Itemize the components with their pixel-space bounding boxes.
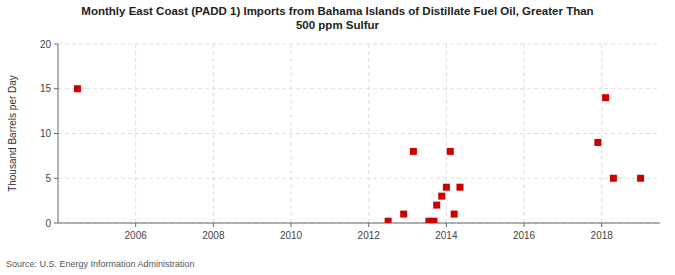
y-tick-label: 0 — [45, 218, 51, 229]
x-grid-line — [446, 44, 447, 223]
x-tick — [135, 223, 136, 227]
point — [430, 218, 437, 223]
chart: Monthly East Coast (PADD 1) Imports from… — [0, 0, 675, 275]
x-tick-label: 2014 — [435, 230, 458, 241]
point — [456, 184, 463, 191]
y-tick-label: 15 — [40, 83, 52, 94]
x-tick — [213, 223, 214, 227]
point — [385, 218, 392, 223]
y-grid-line — [58, 88, 660, 89]
x-tick — [291, 223, 292, 227]
source: Source: U.S. Energy Information Administ… — [6, 259, 195, 269]
point — [443, 184, 450, 191]
point — [447, 148, 454, 155]
x-tick — [601, 223, 602, 227]
point — [400, 211, 407, 218]
x-grid-line — [368, 44, 369, 223]
x-tick-label: 2012 — [358, 230, 381, 241]
x-axis-line — [58, 223, 660, 224]
x-tick-label: 2010 — [280, 230, 303, 241]
point — [594, 139, 601, 146]
y-grid-line — [58, 178, 660, 179]
x-tick-label: 2008 — [202, 230, 225, 241]
y-tick-label: 20 — [40, 39, 52, 50]
grid — [58, 44, 660, 223]
y-axis-label: Thousand Barrels per Day — [7, 75, 18, 192]
point — [433, 202, 440, 209]
x-grid-line — [213, 44, 214, 223]
x-tick — [446, 223, 447, 227]
x-grid-line — [135, 44, 136, 223]
title-line: 500 ppm Sulfur — [296, 19, 380, 31]
axes: 0 5 10 15 20 2006 2008 2010 2012 2014 2016 2018 — [40, 39, 660, 242]
x-tick — [368, 223, 369, 227]
y-tick — [54, 178, 58, 179]
y-grid-line — [58, 133, 660, 134]
point — [602, 94, 609, 101]
point — [451, 211, 458, 218]
point — [74, 85, 81, 92]
x-tick-label: 2006 — [125, 230, 148, 241]
y-tick — [54, 44, 58, 45]
y-tick-label: 10 — [40, 128, 52, 139]
y-tick — [54, 223, 58, 224]
title-line: Monthly East Coast (PADD 1) Imports from… — [81, 5, 593, 17]
y-tick — [54, 88, 58, 89]
y-tick-label: 5 — [45, 173, 51, 184]
point — [410, 148, 417, 155]
title: Monthly East Coast (PADD 1) Imports from… — [81, 5, 593, 31]
x-tick-label: 2018 — [591, 230, 614, 241]
x-grid-line — [601, 44, 602, 223]
x-tick — [524, 223, 525, 227]
y-grid-line — [58, 44, 660, 45]
y-axis-line — [58, 44, 59, 223]
x-tick-label: 2016 — [513, 230, 536, 241]
y-grid-line — [58, 223, 660, 224]
x-grid-line — [291, 44, 292, 223]
x-grid-line — [524, 44, 525, 223]
y-tick — [54, 133, 58, 134]
point — [637, 175, 644, 182]
point — [610, 175, 617, 182]
points — [74, 85, 644, 223]
point — [438, 193, 445, 200]
